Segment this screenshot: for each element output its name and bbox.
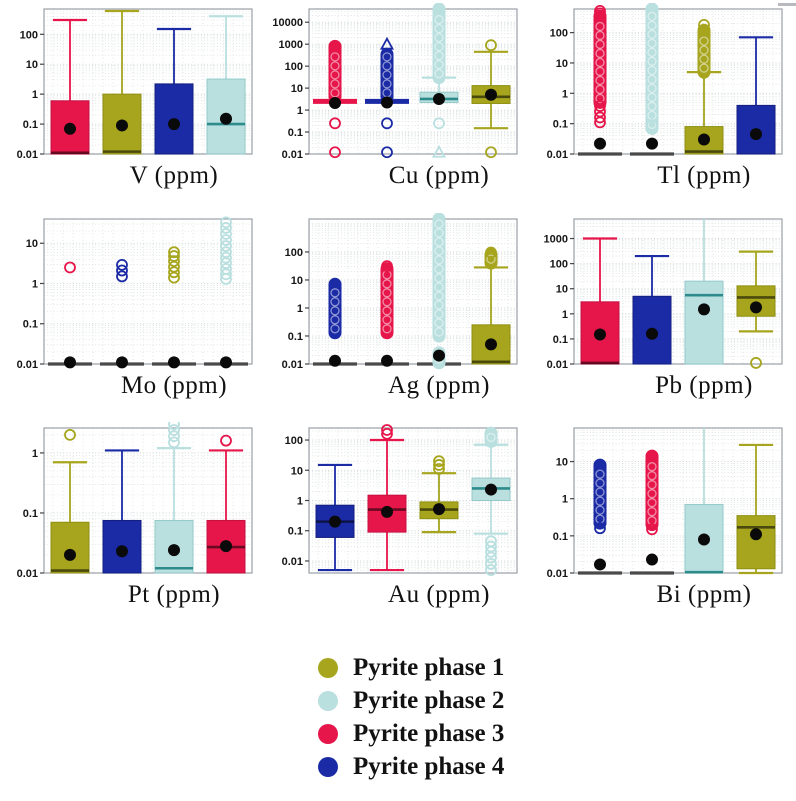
svg-text:0.01: 0.01 — [547, 149, 568, 161]
chart-title-pt: Pt (ppm) — [127, 581, 221, 608]
chart-au-ppm-canvas: 100 10 1 0.1 0.01 — [282, 424, 518, 576]
svg-text:10: 10 — [291, 275, 303, 287]
svg-text:0.1: 0.1 — [23, 508, 38, 520]
phase-3-dot-icon — [318, 723, 338, 744]
scan-artifact — [778, 3, 796, 6]
chart-au-ppm: 100 10 1 0.1 0.01 Au (ppm) — [265, 413, 530, 618]
legend-item-phase-1: Pyrite phase 1 — [318, 651, 504, 684]
svg-text:1: 1 — [32, 89, 38, 101]
svg-text:0.01: 0.01 — [547, 568, 568, 580]
svg-text:1: 1 — [562, 309, 568, 321]
svg-text:0.01: 0.01 — [17, 359, 38, 371]
legend: Pyrite phase 1 Pyrite phase 2 Pyrite pha… — [318, 651, 504, 783]
svg-text:10: 10 — [291, 83, 303, 95]
legend-item-phase-2: Pyrite phase 2 — [318, 684, 504, 717]
chart-title-cu: Cu (ppm) — [388, 162, 490, 189]
svg-text:10: 10 — [26, 238, 38, 250]
svg-text:100: 100 — [550, 259, 568, 271]
svg-text:0.1: 0.1 — [288, 331, 303, 343]
svg-text:0.1: 0.1 — [288, 127, 303, 139]
chart-v-ppm-canvas: 100 10 1 0.1 0.01 — [17, 8, 253, 161]
svg-text:1000: 1000 — [279, 39, 303, 51]
svg-text:100: 100 — [285, 247, 303, 259]
svg-text:10: 10 — [26, 59, 38, 71]
svg-text:1000: 1000 — [544, 234, 568, 246]
phase-1-dot-icon — [318, 657, 338, 678]
svg-text:0.1: 0.1 — [23, 319, 38, 331]
svg-text:1: 1 — [297, 105, 303, 117]
legend-label-phase-4: Pyrite phase 4 — [353, 752, 505, 780]
chart-pt-ppm: 1 0.1 0.01 Pt (ppm) — [0, 413, 265, 618]
chart-cu-ppm-canvas: 10000 1000 100 10 1 0.1 0.01 — [272, 3, 518, 161]
svg-text:1: 1 — [562, 494, 568, 506]
chart-ag-ppm: 100 10 1 0.1 0.01 Ag (ppm) — [265, 200, 530, 413]
legend-item-phase-3: Pyrite phase 3 — [318, 717, 504, 750]
svg-text:0.01: 0.01 — [17, 568, 38, 580]
chart-title-v: V (ppm) — [129, 162, 219, 189]
svg-text:10: 10 — [556, 58, 568, 70]
chart-mo-ppm: 10 1 0.1 0.01 Mo (ppm) — [0, 200, 265, 413]
svg-text:1: 1 — [562, 88, 568, 100]
svg-text:0.1: 0.1 — [23, 119, 38, 131]
legend-item-phase-4: Pyrite phase 4 — [318, 750, 504, 783]
chart-title-ag: Ag (ppm) — [388, 372, 490, 399]
svg-text:1: 1 — [32, 448, 38, 460]
svg-text:0.01: 0.01 — [282, 556, 303, 568]
chart-title-bi: Bi (ppm) — [656, 581, 752, 608]
chart-mo-ppm-canvas: 10 1 0.1 0.01 — [17, 216, 253, 371]
chart-bi-ppm-canvas: 10 1 0.1 0.01 — [547, 427, 783, 580]
svg-text:0.1: 0.1 — [553, 334, 568, 346]
svg-text:0.1: 0.1 — [553, 119, 568, 131]
svg-text:100: 100 — [20, 29, 38, 41]
svg-text:100: 100 — [550, 28, 568, 40]
chart-tl-ppm: 100 10 1 0.1 0.01 Tl (ppm) — [530, 0, 795, 200]
svg-text:0.01: 0.01 — [282, 149, 303, 161]
chart-title-pb: Pb (ppm) — [655, 372, 753, 399]
svg-text:100: 100 — [285, 61, 303, 73]
svg-text:1: 1 — [297, 496, 303, 508]
chart-bi-ppm: 10 1 0.1 0.01 Bi (ppm) — [530, 413, 795, 618]
svg-text:10: 10 — [556, 284, 568, 296]
phase-2-dot-icon — [318, 690, 338, 711]
chart-pb-ppm-canvas: 1000 100 10 1 0.1 0.01 — [544, 218, 783, 371]
chart-title-au: Au (ppm) — [388, 581, 490, 608]
chart-pt-ppm-canvas: 1 0.1 0.01 — [17, 422, 253, 580]
phase-4-dot-icon — [318, 756, 338, 777]
svg-text:100: 100 — [285, 435, 303, 447]
svg-text:0.01: 0.01 — [547, 359, 568, 371]
legend-label-phase-1: Pyrite phase 1 — [353, 653, 505, 681]
chart-cu-ppm: 10000 1000 100 10 1 0.1 0.01 Cu (ppm) — [265, 0, 530, 200]
chart-title-mo: Mo (ppm) — [120, 372, 228, 399]
svg-text:0.01: 0.01 — [282, 359, 303, 371]
boxplot-grid: 100 10 1 0.1 0.01 V (ppm) 10000 1000 100 10 1 0.1… — [0, 0, 795, 618]
legend-label-phase-2: Pyrite phase 2 — [353, 686, 505, 714]
svg-text:10: 10 — [556, 457, 568, 469]
svg-text:1: 1 — [297, 303, 303, 315]
svg-text:0.1: 0.1 — [288, 526, 303, 538]
chart-ag-ppm-canvas: 100 10 1 0.1 0.01 — [282, 213, 518, 371]
svg-text:10: 10 — [291, 465, 303, 477]
svg-text:0.1: 0.1 — [553, 531, 568, 543]
chart-v-ppm: 100 10 1 0.1 0.01 V (ppm) — [0, 0, 265, 200]
chart-title-tl: Tl (ppm) — [657, 162, 751, 189]
legend-label-phase-3: Pyrite phase 3 — [353, 719, 505, 747]
svg-text:10000: 10000 — [272, 17, 303, 29]
svg-text:1: 1 — [32, 278, 38, 290]
chart-pb-ppm: 1000 100 10 1 0.1 0.01 Pb (ppm) — [530, 200, 795, 413]
chart-tl-ppm-canvas: 100 10 1 0.1 0.01 — [547, 3, 783, 161]
svg-text:0.01: 0.01 — [17, 149, 38, 161]
